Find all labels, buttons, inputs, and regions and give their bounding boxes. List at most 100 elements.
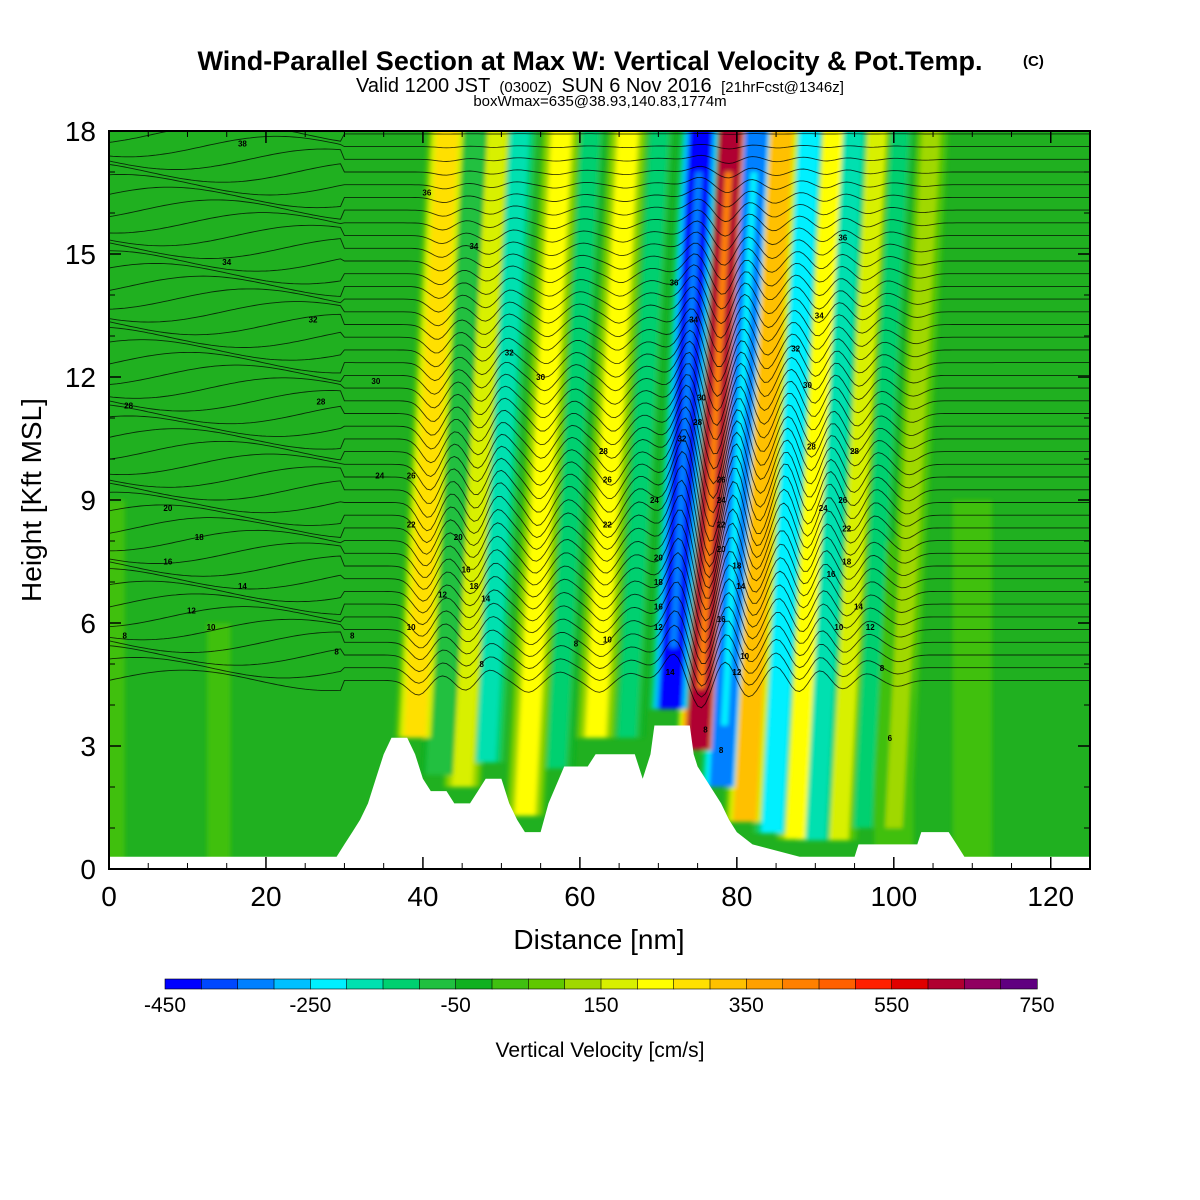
y-tick-label: 0 <box>80 854 96 885</box>
contour-label: 28 <box>599 447 608 456</box>
isentrope-line <box>109 450 1090 557</box>
colorbar-swatch <box>673 978 711 990</box>
colorbar-swatch <box>164 978 202 990</box>
contour-label: 12 <box>187 607 196 616</box>
chart-title: Wind-Parallel Section at Max W: Vertical… <box>198 46 983 76</box>
x-tick-label: 0 <box>101 881 117 912</box>
x-tick-label: 20 <box>250 881 281 912</box>
colorbar-label: Vertical Velocity [cm/s] <box>496 1039 705 1062</box>
contour-label: 36 <box>422 189 431 198</box>
y-tick-label: 9 <box>80 485 96 516</box>
isentrope-line <box>109 406 1090 500</box>
colorbar-tick-label: 550 <box>874 994 909 1017</box>
colorbar-swatch <box>1000 978 1038 990</box>
isentrope-line <box>109 340 1090 412</box>
isentrope-line <box>109 429 1090 528</box>
contour-label: 8 <box>703 726 708 735</box>
terrain-profile <box>109 725 1090 869</box>
contour-label: 32 <box>505 348 514 357</box>
isentrope-line <box>109 242 1090 280</box>
w-cell-band <box>829 131 887 841</box>
subtitle-date: SUN 6 Nov 2016 <box>562 75 712 97</box>
contour-label: 30 <box>803 381 812 390</box>
x-tick-label: 80 <box>721 881 752 912</box>
contour-label: 24 <box>717 496 726 505</box>
contour-label: 36 <box>670 279 679 288</box>
isentrope-line <box>109 479 1090 579</box>
contour-label: 8 <box>480 660 485 669</box>
chart-title-mark: (C) <box>1023 53 1044 70</box>
potential-temperature-contours <box>109 131 1090 709</box>
colorbar-swatch <box>746 978 784 990</box>
contour-label: 28 <box>807 443 816 452</box>
colorbar-tick-label: 750 <box>1019 994 1054 1017</box>
contour-label: 20 <box>454 533 463 542</box>
contour-label: 10 <box>407 623 416 632</box>
isentrope-line <box>109 494 1090 589</box>
isentrope-line <box>109 417 1090 514</box>
colorbar-swatch <box>927 978 965 990</box>
contour-label: 20 <box>163 504 172 513</box>
contour-label: 16 <box>163 558 172 567</box>
contour-label: 24 <box>375 471 384 480</box>
y-tick-label: 18 <box>65 116 96 147</box>
x-axis: 0 20 40 60 80 100 120 <box>101 131 1091 912</box>
isentrope-line <box>109 148 1090 170</box>
w-cell-band <box>585 131 639 738</box>
contour-label: 34 <box>469 242 478 251</box>
x-axis-label: Distance [nm] <box>513 924 684 955</box>
isentrope-line <box>109 639 1090 698</box>
w-cell-band <box>885 131 940 828</box>
chart-subtitle-box: boxWmax=635@38.93,140.83,1774m <box>473 93 726 110</box>
isentrope-line <box>109 231 1090 266</box>
contour-label: 22 <box>407 521 416 530</box>
contour-label: 10 <box>740 652 749 661</box>
isentrope-line <box>109 297 1090 353</box>
contour-label: 38 <box>842 119 851 128</box>
isentrope-line <box>109 509 1090 599</box>
contour-label: 16 <box>717 615 726 624</box>
w-cell-band <box>761 131 821 834</box>
isentrope-line <box>109 286 1090 339</box>
isentrope-line <box>109 551 1090 633</box>
colorbar-swatch <box>491 978 529 990</box>
isentrope-line <box>109 610 1090 676</box>
w-cell-band <box>452 131 508 787</box>
contour-label: 14 <box>736 582 745 591</box>
colorbar-tick-label: -450 <box>144 994 186 1017</box>
isentrope-line <box>109 186 1090 209</box>
contour-label: 32 <box>309 316 318 325</box>
colorbar-swatch <box>637 978 675 990</box>
contour-label: 24 <box>650 496 659 505</box>
contour-label: 20 <box>717 545 726 554</box>
contour-label: 18 <box>842 558 851 567</box>
x-tick-label: 40 <box>407 881 438 912</box>
contour-label: 26 <box>838 496 847 505</box>
w-cell-band <box>805 131 864 841</box>
contour-label: 14 <box>666 668 675 677</box>
contour-label: 6 <box>888 734 893 743</box>
contour-label: 8 <box>574 640 579 649</box>
colorbar-swatch <box>782 978 820 990</box>
contour-label: 10 <box>603 635 612 644</box>
isentrope-line <box>109 253 1090 295</box>
isentrope-line <box>109 209 1090 237</box>
contour-label: 24 <box>819 504 828 513</box>
isentrope-line <box>109 581 1090 654</box>
isentrope-line <box>109 131 1090 143</box>
contour-label: 12 <box>866 623 875 632</box>
contour-label: 30 <box>536 373 545 382</box>
colorbar-swatch <box>600 978 638 990</box>
contour-label: 12 <box>732 668 741 677</box>
contour-label: 16 <box>827 570 836 579</box>
contour-label: 16 <box>462 566 471 575</box>
colorbar-tick-label: -250 <box>289 994 331 1017</box>
contour-label: 32 <box>677 435 686 444</box>
isentrope-line <box>109 465 1090 568</box>
contour-label: 8 <box>334 648 339 657</box>
y-tick-label: 15 <box>65 239 96 270</box>
colorbar-swatch <box>382 978 420 990</box>
contour-label: 34 <box>222 258 231 267</box>
isentrope-line <box>109 329 1090 397</box>
